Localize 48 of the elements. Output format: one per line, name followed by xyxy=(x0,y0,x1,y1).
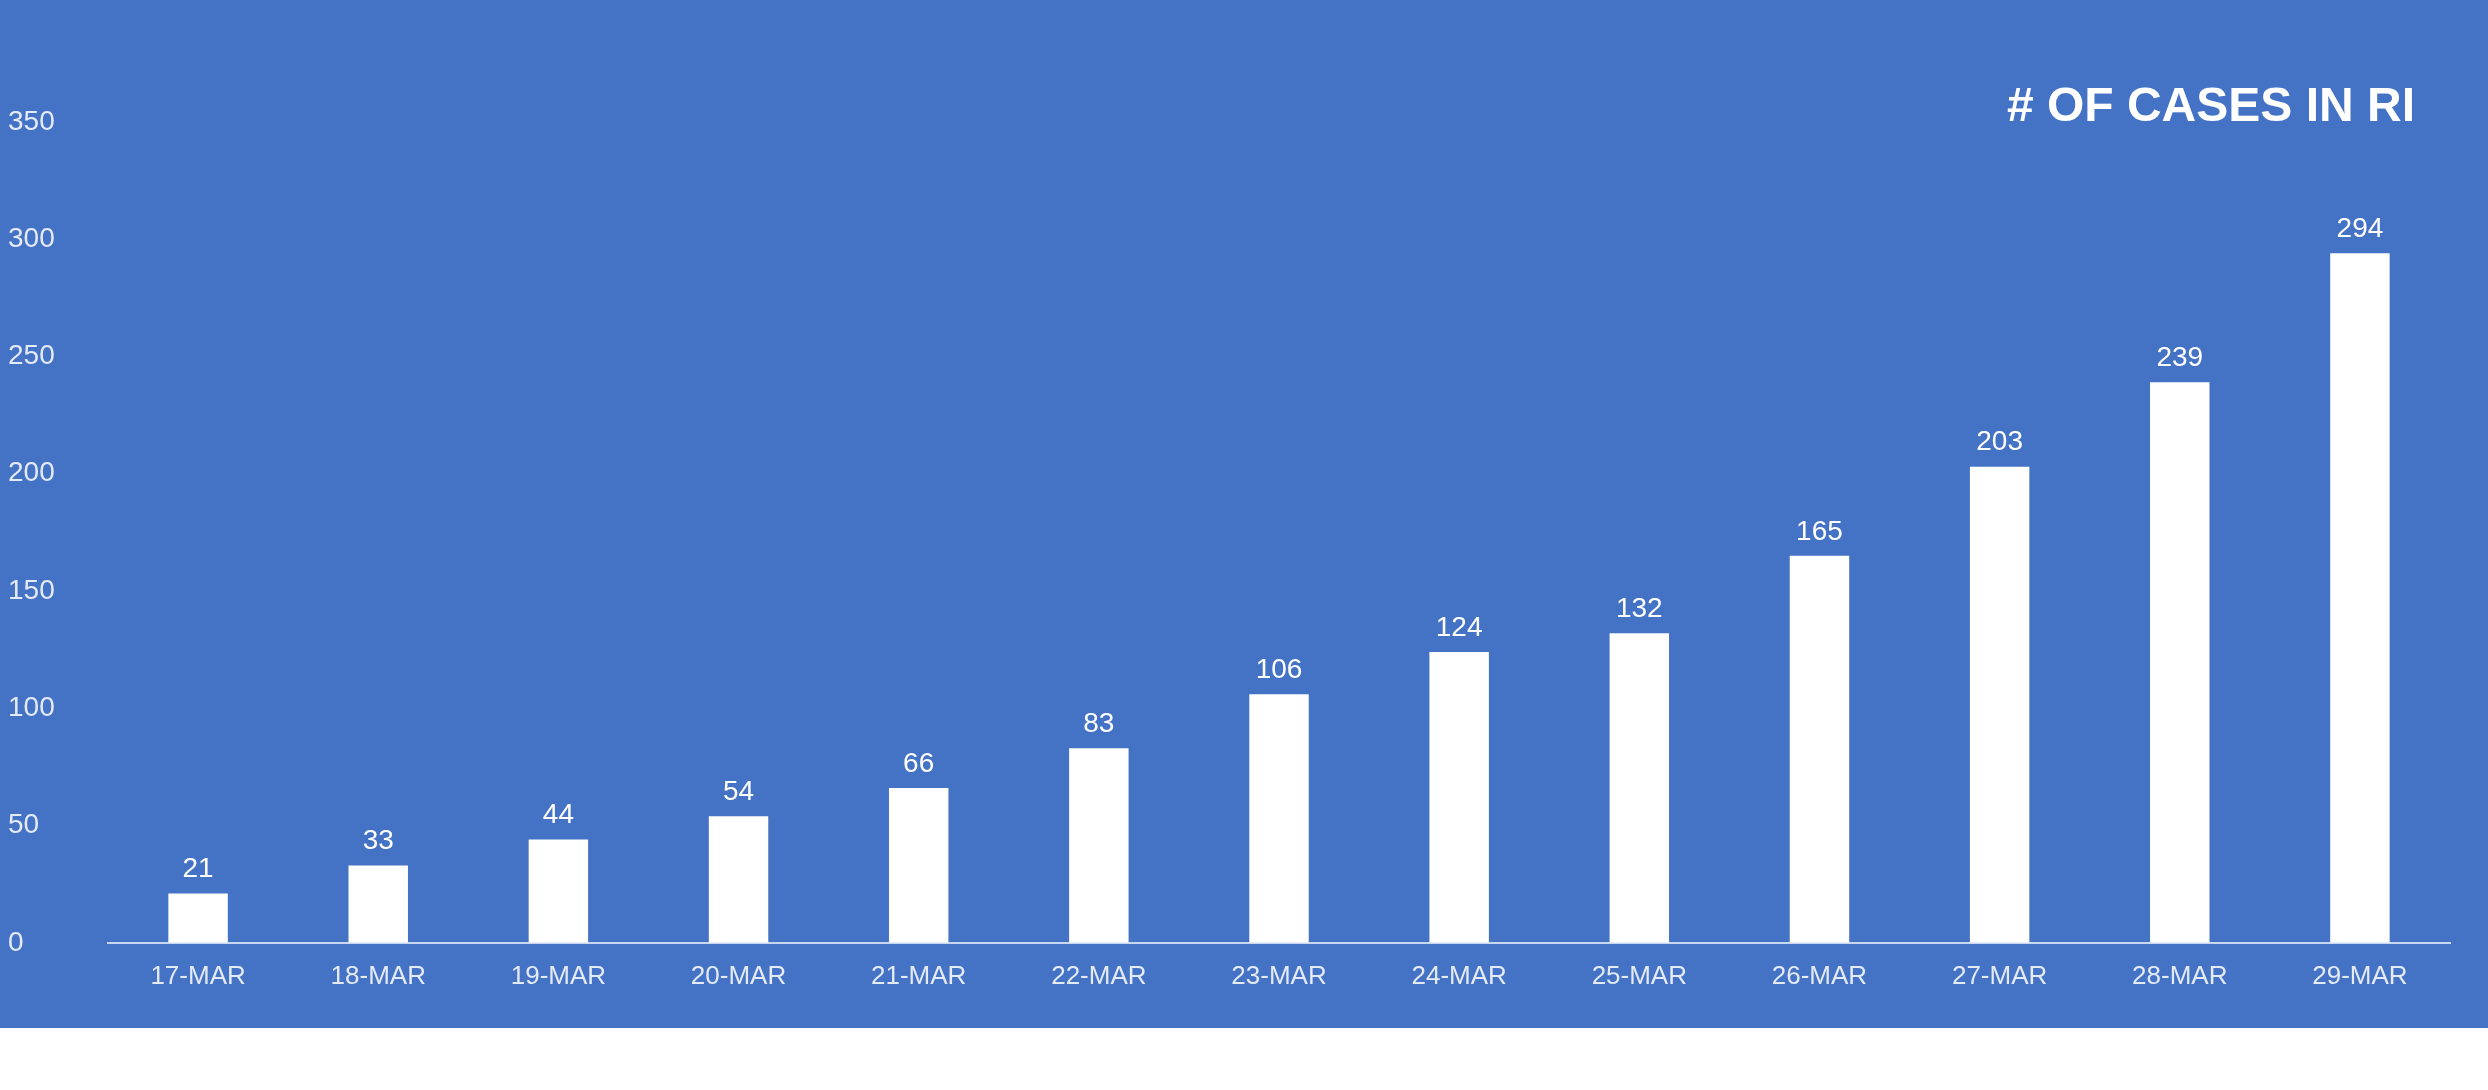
bar xyxy=(2330,253,2390,943)
data-label: 165 xyxy=(1796,514,1843,546)
bar xyxy=(1249,694,1309,943)
bar xyxy=(888,788,949,943)
y-tick-label: 350 xyxy=(8,104,55,136)
y-tick-label: 200 xyxy=(8,456,55,488)
x-tick-label: 25-MAR xyxy=(1591,959,1687,990)
bar xyxy=(2150,382,2210,943)
x-tick-label: 26-MAR xyxy=(1771,959,1868,990)
data-label: 239 xyxy=(2156,341,2204,373)
data-label: 66 xyxy=(903,746,935,778)
x-tick-label: 22-MAR xyxy=(1051,959,1147,990)
y-tick-label: 100 xyxy=(8,691,55,722)
y-tick-label: 250 xyxy=(8,339,55,371)
bar xyxy=(1789,555,1850,943)
x-tick-label: 20-MAR xyxy=(690,959,787,990)
bar xyxy=(168,893,228,943)
x-tick-label: 29-MAR xyxy=(2312,959,2408,990)
x-tick-label: 27-MAR xyxy=(1951,959,2048,990)
chart-title: # OF CASES IN RI xyxy=(2006,78,2415,132)
x-tick-label: 28-MAR xyxy=(2132,959,2228,990)
bar xyxy=(1069,748,1129,943)
bar xyxy=(348,865,408,943)
bar xyxy=(528,839,589,943)
x-tick-label: 21-MAR xyxy=(871,959,967,990)
x-tick-label: 19-MAR xyxy=(510,959,607,990)
data-label: 44 xyxy=(542,798,574,830)
data-label: 54 xyxy=(722,774,755,806)
bar xyxy=(708,816,769,943)
data-label: 83 xyxy=(1083,706,1115,738)
y-tick-label: 50 xyxy=(8,808,40,840)
bar xyxy=(1429,652,1489,943)
y-tick-label: 0 xyxy=(8,925,24,957)
data-label: 21 xyxy=(182,852,214,884)
x-tick-label: 18-MAR xyxy=(330,959,426,990)
data-label: 294 xyxy=(2336,212,2384,244)
y-tick-label: 300 xyxy=(8,221,55,253)
x-tick-label: 17-MAR xyxy=(150,959,246,990)
data-label: 124 xyxy=(1435,610,1483,642)
data-label: 33 xyxy=(362,824,394,856)
y-tick-label: 150 xyxy=(8,573,55,605)
bar xyxy=(1609,633,1670,943)
data-label: 203 xyxy=(1976,425,2023,457)
data-label: 106 xyxy=(1255,652,1303,684)
x-tick-label: 24-MAR xyxy=(1411,959,1507,990)
data-label: 132 xyxy=(1615,591,1663,623)
x-tick-label: 23-MAR xyxy=(1231,959,1327,990)
bar xyxy=(1969,466,2030,943)
